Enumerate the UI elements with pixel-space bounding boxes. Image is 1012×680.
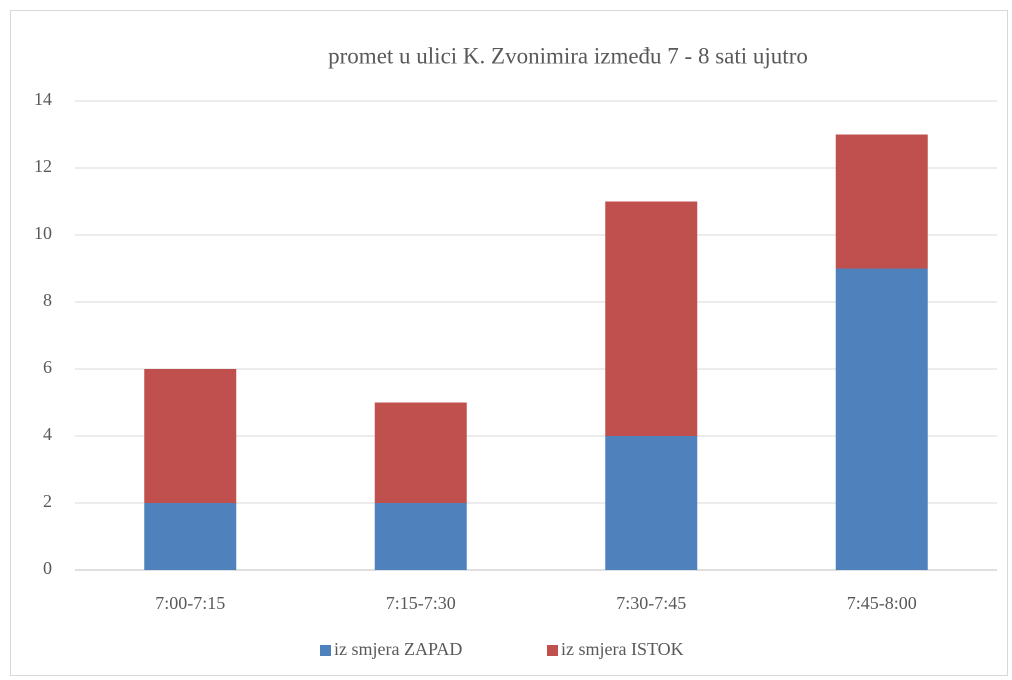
bar-segment <box>374 402 467 503</box>
legend-label: iz smjera ISTOK <box>561 639 684 659</box>
y-tick-label: 6 <box>43 357 52 377</box>
y-tick-label: 4 <box>43 424 52 444</box>
x-tick-label: 7:15-7:30 <box>386 593 456 613</box>
legend-label: iz smjera ZAPAD <box>334 639 462 659</box>
y-tick-label: 8 <box>43 290 52 310</box>
y-tick-label: 10 <box>34 223 52 243</box>
chart-title: promet u ulici K. Zvonimira između 7 - 8… <box>328 43 808 68</box>
x-tick-label: 7:45-8:00 <box>847 593 917 613</box>
legend-swatch <box>547 645 558 656</box>
y-tick-label: 2 <box>43 491 52 511</box>
y-tick-label: 14 <box>34 89 52 109</box>
bar-segment <box>835 134 928 269</box>
x-tick-label: 7:00-7:15 <box>155 593 225 613</box>
bar-segment <box>605 201 698 436</box>
y-tick-label: 0 <box>43 558 52 578</box>
x-tick-label: 7:30-7:45 <box>616 593 686 613</box>
bar-segment <box>605 436 698 570</box>
bar-segment <box>374 503 467 570</box>
bar-segment <box>835 268 928 570</box>
bar-segment <box>144 369 237 503</box>
bar-segment <box>144 503 237 570</box>
legend-swatch <box>320 645 331 656</box>
y-tick-label: 12 <box>34 156 52 176</box>
